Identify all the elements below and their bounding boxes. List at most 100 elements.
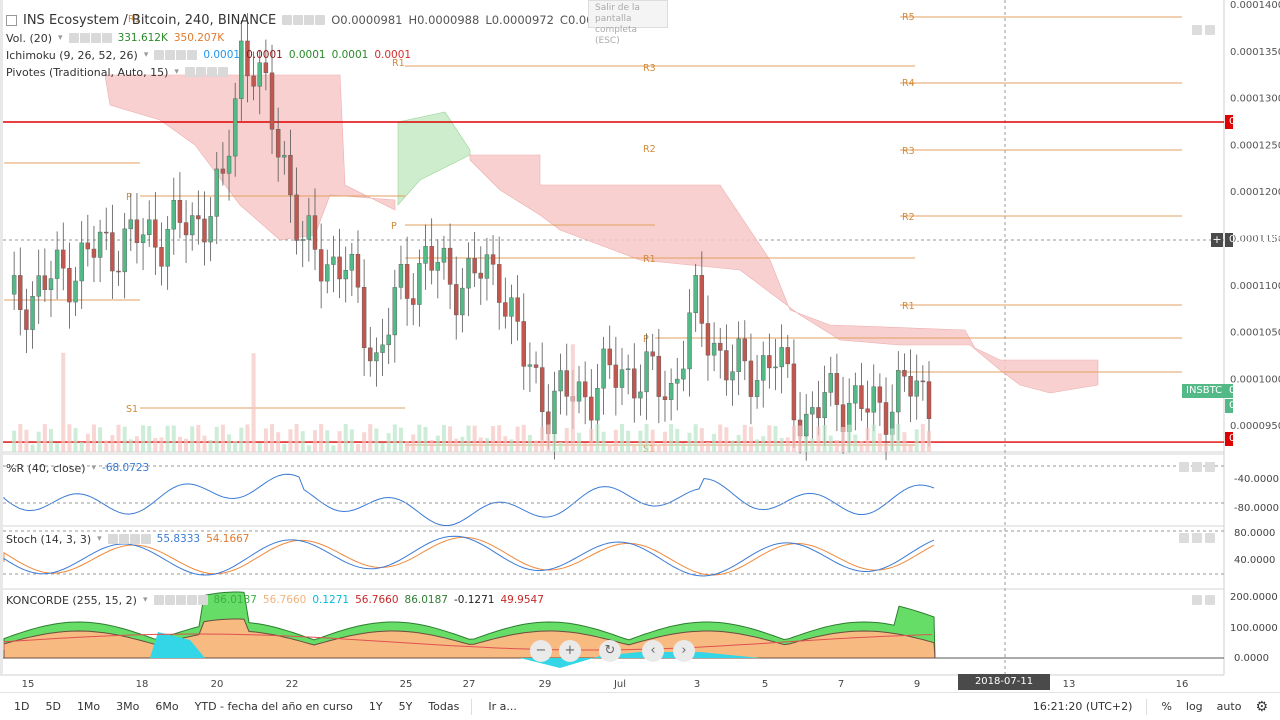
- volume-bar: [527, 435, 532, 452]
- chevron-down-icon[interactable]: ▾: [91, 463, 97, 473]
- candle: [582, 381, 588, 398]
- volume-bar: [429, 439, 434, 452]
- scroll-left-button[interactable]: ‹: [642, 640, 664, 662]
- red-high-tag: 0.0001275: [1225, 115, 1280, 129]
- volume-bar: [159, 437, 164, 452]
- zoom-in-button[interactable]: +: [559, 640, 581, 662]
- percent-toggle[interactable]: %: [1161, 700, 1172, 713]
- candle: [761, 355, 766, 381]
- candle: [675, 378, 680, 384]
- range-1mo[interactable]: 1Mo: [76, 700, 101, 713]
- chevron-down-icon[interactable]: ▾: [58, 33, 63, 43]
- candle: [767, 355, 772, 369]
- range-all[interactable]: Todas: [428, 700, 460, 713]
- candle: [896, 370, 901, 413]
- ichimoku-controls[interactable]: [154, 50, 198, 60]
- candle: [177, 199, 183, 223]
- volume-bar: [491, 426, 496, 452]
- candle: [564, 370, 569, 397]
- wr-pane-controls[interactable]: [1179, 462, 1215, 472]
- candle: [834, 373, 840, 405]
- volume-bar: [337, 431, 342, 452]
- zoom-out-button[interactable]: −: [530, 640, 552, 662]
- range-ytd[interactable]: YTD - fecha del año en curso: [194, 700, 353, 713]
- candle: [926, 381, 932, 419]
- range-6mo[interactable]: 6Mo: [155, 700, 179, 713]
- pivotes-name[interactable]: Pivotes (Traditional, Auto, 15): [6, 65, 169, 79]
- stoch-pane-controls[interactable]: [1179, 533, 1215, 543]
- koncorde-value-7: 49.9547: [500, 594, 544, 606]
- main-pane-controls[interactable]: [1192, 25, 1215, 35]
- koncorde-pane-controls[interactable]: [1192, 595, 1215, 605]
- ichimoku-name[interactable]: Ichimoku (9, 26, 52, 26): [6, 48, 138, 62]
- candle: [220, 168, 226, 174]
- chevron-down-icon[interactable]: ▾: [97, 534, 102, 544]
- range-3mo[interactable]: 3Mo: [116, 700, 140, 713]
- volume-bar: [877, 433, 882, 452]
- stoch-controls[interactable]: [107, 534, 151, 544]
- divider: [1146, 698, 1148, 715]
- volume-bar: [184, 438, 189, 452]
- candle: [288, 154, 293, 196]
- chevron-down-icon[interactable]: ▾: [174, 67, 179, 77]
- koncorde-controls[interactable]: [153, 595, 208, 605]
- candle: [226, 155, 232, 174]
- candle: [189, 215, 195, 236]
- plus-icon[interactable]: +: [1211, 233, 1223, 247]
- reset-icon[interactable]: ↻: [599, 640, 621, 662]
- goto-button[interactable]: Ir a...: [488, 700, 517, 713]
- volume-bar: [362, 432, 367, 452]
- candle: [816, 407, 821, 419]
- chart-canvas[interactable]: 0.0001400 0.0001350 0.0001300 0.0001250 0.00…: [0, 0, 1280, 692]
- candle: [343, 270, 348, 280]
- volume-bar: [785, 437, 790, 452]
- gear-icon[interactable]: ⚙: [1255, 698, 1268, 715]
- clock-label[interactable]: 16:21:20 (UTC+2): [1032, 700, 1133, 713]
- chevron-down-icon[interactable]: ▾: [142, 595, 148, 605]
- volume-bar: [79, 441, 84, 452]
- koncorde-legend: KONCORDE (255, 15, 2) ▾ 86.0187 56.7660 …: [6, 592, 544, 608]
- volume-bar: [233, 441, 238, 452]
- vol-controls[interactable]: [68, 33, 112, 43]
- candle: [503, 302, 508, 317]
- auto-toggle[interactable]: auto: [1216, 700, 1242, 713]
- volume-bar: [484, 438, 489, 452]
- scroll-right-button[interactable]: ›: [673, 640, 695, 662]
- volume-bar: [613, 429, 618, 452]
- volume-bar: [319, 424, 324, 452]
- stoch-tick-label: 80.0000: [1234, 528, 1275, 539]
- series-controls[interactable]: [282, 15, 326, 25]
- pivot-label: S1: [643, 444, 655, 455]
- volume-bar: [724, 427, 729, 452]
- candle: [398, 264, 404, 288]
- chevron-down-icon[interactable]: ▾: [143, 50, 149, 60]
- candle: [159, 247, 164, 267]
- volume-bar: [405, 441, 410, 452]
- x-tick-label: 22: [286, 679, 299, 690]
- volume-bar: [110, 434, 115, 452]
- vol-name[interactable]: Vol. (20): [6, 31, 53, 45]
- collapse-icon[interactable]: [6, 14, 17, 26]
- ichimoku-value-1: 0.0001: [203, 49, 241, 61]
- stoch-name[interactable]: Stoch (14, 3, 3): [6, 532, 92, 546]
- log-toggle[interactable]: log: [1185, 700, 1203, 713]
- candle: [183, 222, 189, 236]
- volume-bar: [104, 440, 109, 452]
- candle: [521, 321, 526, 367]
- volume-bar: [699, 428, 704, 452]
- symbol-title[interactable]: INS Ecosystem / Bitcoin, 240, BINANCE: [23, 12, 277, 28]
- wr-name[interactable]: %R (40, close): [6, 461, 86, 475]
- volume-bar: [853, 434, 858, 452]
- candle: [67, 267, 72, 303]
- range-1d[interactable]: 1D: [14, 700, 30, 713]
- stoch-k-value: 55.8333: [156, 533, 201, 545]
- pivotes-controls[interactable]: [184, 67, 228, 77]
- range-5d[interactable]: 5D: [45, 700, 61, 713]
- koncorde-tick-label: 0.0000: [1234, 653, 1269, 664]
- volume-bar: [398, 427, 403, 452]
- range-5y[interactable]: 5Y: [398, 700, 413, 713]
- koncorde-value-1: 86.0187: [213, 594, 257, 606]
- koncorde-name[interactable]: KONCORDE (255, 15, 2): [6, 593, 137, 607]
- range-1y[interactable]: 1Y: [368, 700, 383, 713]
